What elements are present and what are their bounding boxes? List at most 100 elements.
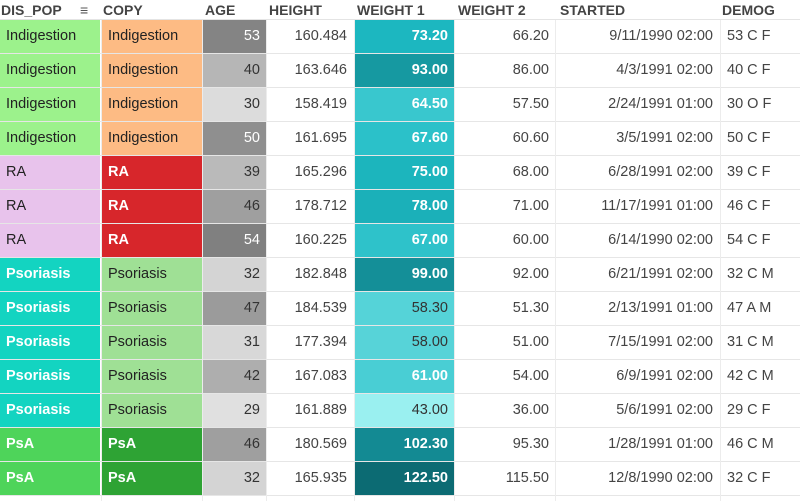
cell-weight1[interactable]: 67.00 — [355, 224, 454, 257]
table-row[interactable]: PsA PsA 32 165.935 122.50 115.50 12/8/1990 02:… — [0, 462, 800, 496]
table-row[interactable]: Indigestion Indigestion 53 160.484 73.20 66.2… — [0, 20, 800, 54]
cell-weight1[interactable]: 102.30 — [355, 428, 454, 461]
cell-started[interactable]: 2/13/1991 01:00 — [608, 300, 713, 316]
cell-weight2[interactable]: 54.00 — [512, 368, 549, 384]
cell-height[interactable]: 178.712 — [294, 198, 347, 214]
cell-demog[interactable]: 47 A M — [727, 300, 772, 316]
column-header-started[interactable]: STARTED — [560, 2, 626, 18]
cell-height[interactable]: 165.935 — [294, 470, 347, 486]
table-row[interactable]: Psoriasis Psoriasis 29 161.889 43.00 36.00 5/6… — [0, 394, 800, 428]
cell-started[interactable]: 2/24/1991 01:00 — [608, 96, 713, 112]
cell-demog[interactable]: 29 C F — [727, 402, 771, 418]
cell-weight1[interactable]: 73.20 — [355, 20, 454, 53]
cell-age[interactable]: 50 — [203, 122, 266, 155]
cell-age[interactable]: 39 — [203, 156, 266, 189]
cell-copy[interactable]: Psoriasis — [102, 258, 202, 291]
column-header-copy[interactable]: COPY — [103, 2, 143, 18]
cell-weight1[interactable]: 75.00 — [355, 156, 454, 189]
cell-dis-pop[interactable]: Indigestion — [0, 54, 100, 87]
cell-age[interactable]: 46 — [203, 190, 266, 223]
cell-started[interactable]: 6/21/1991 02:00 — [608, 266, 713, 282]
cell-weight1[interactable]: 58.30 — [355, 292, 454, 325]
cell-weight2[interactable]: 51.30 — [512, 300, 549, 316]
cell-copy[interactable]: Indigestion — [102, 122, 202, 155]
table-row[interactable]: Psoriasis Psoriasis 31 177.394 58.00 51.00 7/1… — [0, 326, 800, 360]
cell-started[interactable]: 7/15/1991 02:00 — [608, 334, 713, 350]
cell-started[interactable]: 1/28/1991 01:00 — [608, 436, 713, 452]
cell-dis-pop[interactable]: RA — [0, 190, 100, 223]
cell-age[interactable]: 40 — [203, 54, 266, 87]
cell-started[interactable]: 6/9/1991 02:00 — [616, 368, 713, 384]
cell-age[interactable]: 30 — [203, 88, 266, 121]
cell-weight2[interactable]: 60.00 — [512, 232, 549, 248]
cell-started[interactable]: 3/5/1991 02:00 — [616, 130, 713, 146]
cell-age[interactable]: 42 — [203, 360, 266, 393]
cell-started[interactable]: 6/14/1990 02:00 — [608, 232, 713, 248]
cell-weight2[interactable]: 115.50 — [505, 470, 549, 486]
column-divider[interactable] — [202, 20, 203, 501]
cell-demog[interactable]: 50 C F — [727, 130, 771, 146]
cell-height[interactable]: 167.083 — [294, 368, 347, 384]
cell-weight1[interactable]: 58.00 — [355, 326, 454, 359]
table-row[interactable]: PsA PsA 46 180.569 102.30 95.30 1/28/1991 01:0… — [0, 428, 800, 462]
cell-demog[interactable]: 46 C M — [727, 436, 774, 452]
column-header-height[interactable]: HEIGHT — [269, 2, 322, 18]
cell-copy[interactable]: Psoriasis — [102, 292, 202, 325]
cell-copy[interactable]: RA — [102, 224, 202, 257]
cell-copy[interactable]: PsA — [102, 428, 202, 461]
cell-height[interactable]: 177.394 — [294, 334, 347, 350]
table-row[interactable]: Indigestion Indigestion 50 161.695 67.60 60.6… — [0, 122, 800, 156]
cell-weight2[interactable]: 68.00 — [512, 164, 549, 180]
cell-weight2[interactable]: 36.00 — [512, 402, 549, 418]
column-divider[interactable] — [101, 20, 102, 501]
cell-weight2[interactable]: 95.30 — [512, 436, 549, 452]
cell-age[interactable]: 29 — [203, 394, 266, 427]
cell-age[interactable]: 47 — [203, 292, 266, 325]
cell-demog[interactable]: 53 C F — [727, 28, 771, 44]
cell-started[interactable]: 6/28/1991 02:00 — [608, 164, 713, 180]
cell-started[interactable]: 12/8/1990 02:00 — [608, 470, 713, 486]
cell-copy[interactable]: Psoriasis — [102, 394, 202, 427]
cell-demog[interactable]: 42 C M — [727, 368, 774, 384]
cell-height[interactable]: 160.225 — [294, 232, 347, 248]
column-header-age[interactable]: AGE — [205, 2, 236, 18]
cell-started[interactable]: 9/11/1990 02:00 — [609, 28, 713, 44]
column-divider[interactable] — [720, 20, 721, 501]
cell-dis-pop[interactable]: RA — [0, 156, 100, 189]
cell-dis-pop[interactable]: PsA — [0, 428, 100, 461]
cell-dis-pop[interactable]: Psoriasis — [0, 360, 100, 393]
cell-dis-pop[interactable]: Indigestion — [0, 20, 100, 53]
cell-age[interactable]: 32 — [203, 258, 266, 291]
cell-dis-pop[interactable]: Psoriasis — [0, 326, 100, 359]
cell-height[interactable]: 163.646 — [294, 62, 347, 78]
cell-age[interactable]: 54 — [203, 224, 266, 257]
cell-weight2[interactable]: 66.20 — [512, 28, 549, 44]
cell-dis-pop[interactable]: RA — [0, 224, 100, 257]
cell-demog[interactable]: 46 C F — [727, 198, 771, 214]
cell-weight2[interactable]: 92.00 — [512, 266, 549, 282]
cell-dis-pop[interactable]: Psoriasis — [0, 258, 100, 291]
cell-started[interactable]: 4/3/1991 02:00 — [616, 62, 713, 78]
cell-demog[interactable]: 39 C F — [727, 164, 771, 180]
column-divider[interactable] — [454, 20, 455, 501]
table-row[interactable]: Indigestion Indigestion 30 158.419 64.50 57.5… — [0, 88, 800, 122]
cell-weight2[interactable]: 57.50 — [512, 96, 549, 112]
cell-height[interactable]: 182.848 — [294, 266, 347, 282]
table-row[interactable]: RA RA 39 165.296 75.00 68.00 6/28/1991 02:00 39… — [0, 156, 800, 190]
cell-demog[interactable]: 32 C F — [727, 470, 771, 486]
cell-copy[interactable]: RA — [102, 156, 202, 189]
cell-started[interactable]: 5/6/1991 02:00 — [616, 402, 713, 418]
cell-height[interactable]: 161.889 — [294, 402, 347, 418]
cell-copy[interactable]: Indigestion — [102, 54, 202, 87]
cell-copy[interactable]: RA — [102, 190, 202, 223]
column-header-weight2[interactable]: WEIGHT 2 — [458, 2, 526, 18]
cell-weight1[interactable]: 78.00 — [355, 190, 454, 223]
column-divider[interactable] — [354, 20, 355, 501]
cell-copy[interactable]: Indigestion — [102, 88, 202, 121]
cell-weight2[interactable]: 51.00 — [512, 334, 549, 350]
column-header-demog[interactable]: DEMOG — [722, 2, 775, 18]
cell-height[interactable]: 160.484 — [294, 28, 347, 44]
cell-demog[interactable]: 54 C F — [727, 232, 771, 248]
column-header-dis-pop[interactable]: DIS_POP — [1, 2, 62, 18]
table-row[interactable]: RA RA 54 160.225 67.00 60.00 6/14/1990 02:00 54… — [0, 224, 800, 258]
